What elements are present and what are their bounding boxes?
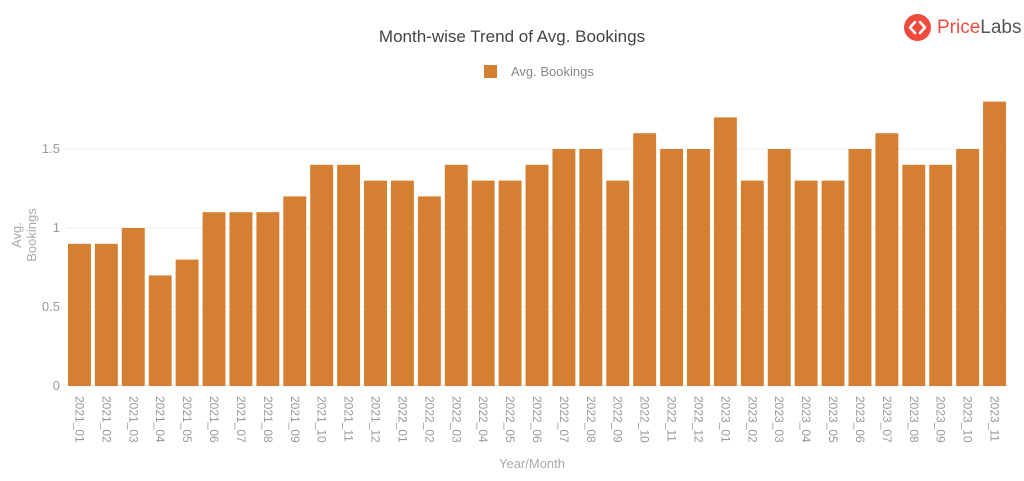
- code-brackets-icon: [904, 14, 931, 41]
- x-tick-label: 2022_06: [530, 396, 544, 443]
- bar[interactable]: [202, 212, 226, 386]
- bar[interactable]: [229, 212, 253, 386]
- bar[interactable]: [552, 149, 576, 386]
- bar[interactable]: [283, 196, 307, 386]
- x-tick-label: 2023_08: [907, 396, 921, 443]
- x-tick-label: 2022_02: [422, 396, 436, 443]
- bar[interactable]: [740, 180, 764, 386]
- x-tick-label: 2023_09: [934, 396, 948, 443]
- logo-text-labs: Labs: [980, 16, 1022, 38]
- x-tick-label: 2021_05: [180, 396, 194, 443]
- bar[interactable]: [579, 149, 603, 386]
- x-tick-label: 2021_07: [234, 396, 248, 443]
- bar[interactable]: [390, 180, 414, 386]
- y-tick-label: 0: [53, 378, 60, 393]
- x-tick-label: 2021_10: [315, 396, 329, 443]
- bar[interactable]: [929, 164, 953, 386]
- bar[interactable]: [902, 164, 926, 386]
- bar[interactable]: [68, 243, 91, 386]
- x-tick-label: 2021_09: [288, 396, 302, 443]
- x-tick-label: 2021_06: [207, 396, 221, 443]
- x-tick-label: 2023_10: [961, 396, 975, 443]
- x-axis-title: Year/Month: [498, 456, 565, 471]
- x-tick-label: 2023_05: [826, 396, 840, 443]
- bar[interactable]: [471, 180, 495, 386]
- x-tick-label: 2023_03: [772, 396, 786, 443]
- bar[interactable]: [848, 149, 872, 386]
- y-tick-label: 1: [53, 220, 60, 235]
- bar[interactable]: [821, 180, 845, 386]
- bar[interactable]: [606, 180, 630, 386]
- bar[interactable]: [148, 275, 172, 386]
- x-tick-label: 2022_01: [395, 396, 409, 443]
- x-tick-label: 2022_10: [638, 396, 652, 443]
- x-tick-label: 2023_11: [988, 396, 1002, 442]
- bar[interactable]: [364, 180, 387, 386]
- x-tick-label: 2022_03: [449, 396, 463, 443]
- bar[interactable]: [983, 101, 1006, 386]
- x-tick-label: 2022_05: [503, 396, 517, 443]
- bar[interactable]: [875, 133, 899, 386]
- x-tick-label: 2021_01: [72, 396, 86, 443]
- x-tick-label: 2021_08: [261, 396, 275, 443]
- bar[interactable]: [121, 228, 145, 386]
- legend-swatch: [484, 65, 497, 78]
- x-tick-label: 2022_11: [665, 396, 679, 442]
- pricelabs-logo: PriceLabs: [904, 14, 1022, 41]
- bar[interactable]: [660, 149, 684, 386]
- bar[interactable]: [767, 149, 791, 386]
- bar[interactable]: [310, 164, 334, 386]
- y-tick-label: 0.5: [42, 299, 60, 314]
- x-tick-label: 2022_08: [584, 396, 598, 443]
- y-tick-label: 1.5: [42, 141, 60, 156]
- bar[interactable]: [687, 149, 710, 386]
- x-tick-label: 2021_11: [342, 396, 356, 442]
- x-tick-label: 2023_01: [718, 396, 732, 443]
- x-tick-label: 2023_02: [745, 396, 759, 443]
- chart-title: Month-wise Trend of Avg. Bookings: [378, 27, 646, 46]
- x-tick-label: 2021_03: [126, 396, 140, 443]
- x-tick-label: 2022_04: [476, 396, 490, 443]
- bar[interactable]: [633, 133, 657, 386]
- bar[interactable]: [956, 149, 980, 386]
- bar[interactable]: [94, 243, 118, 386]
- x-tick-label: 2021_12: [369, 396, 383, 443]
- bar[interactable]: [337, 164, 361, 386]
- bar[interactable]: [417, 196, 441, 386]
- bar[interactable]: [175, 259, 199, 386]
- x-tick-label: 2022_09: [611, 396, 625, 443]
- x-tick-label: 2022_12: [691, 396, 705, 443]
- x-tick-label: 2021_04: [153, 396, 167, 443]
- bar[interactable]: [525, 164, 549, 386]
- legend[interactable]: Avg. Bookings: [484, 64, 594, 79]
- bar[interactable]: [498, 180, 522, 386]
- bar[interactable]: [444, 164, 468, 386]
- x-tick-label: 2023_04: [799, 396, 813, 443]
- bar[interactable]: [713, 117, 737, 387]
- x-tick-label: 2021_02: [99, 396, 113, 443]
- legend-label: Avg. Bookings: [511, 64, 594, 79]
- x-tick-label: 2022_07: [557, 396, 571, 443]
- logo-text-price: Price: [937, 16, 981, 38]
- bar[interactable]: [794, 180, 818, 386]
- x-tick-label: 2023_07: [880, 396, 894, 443]
- bar[interactable]: [256, 212, 280, 386]
- x-tick-label: 2023_06: [853, 396, 867, 443]
